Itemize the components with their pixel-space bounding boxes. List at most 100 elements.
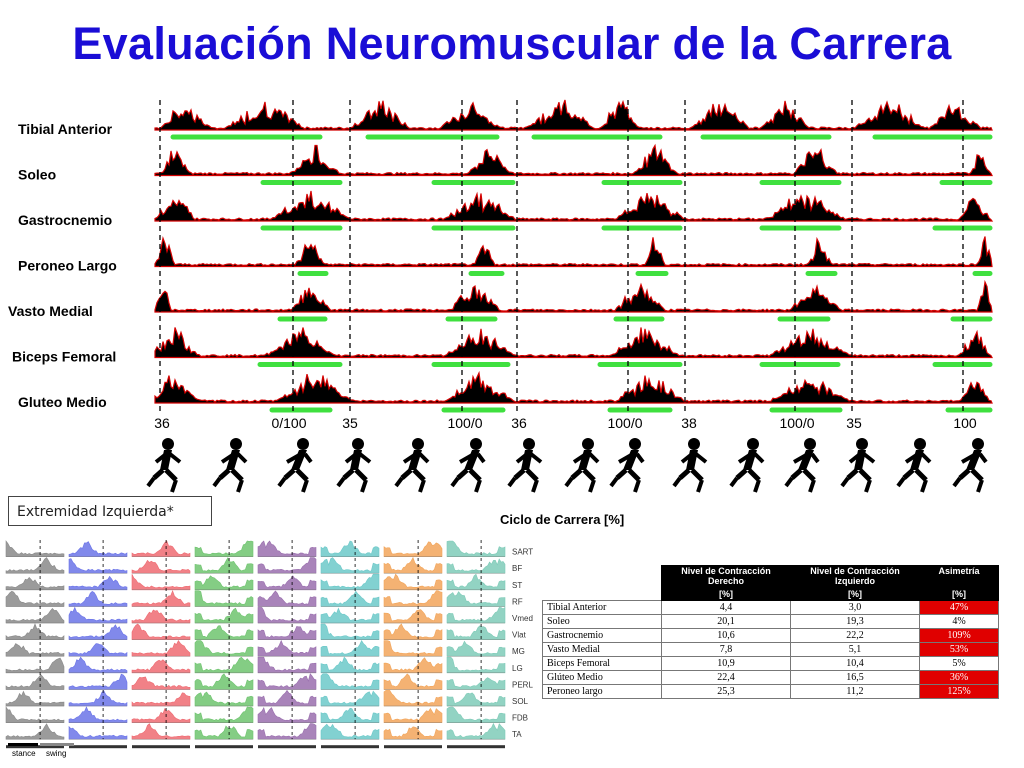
small-emg-trace xyxy=(257,557,317,574)
table-units-row: [%] [%] [%] xyxy=(542,586,999,601)
runner-icon xyxy=(952,438,988,493)
small-emg-trace xyxy=(320,639,380,657)
small-emg-trace xyxy=(257,590,317,607)
x-tick-label: 0/100 xyxy=(271,415,306,431)
small-emg-trace xyxy=(446,540,506,557)
small-emg-trace xyxy=(446,706,506,723)
muscle-cell: Glúteo Medio xyxy=(542,670,662,685)
small-emg-trace xyxy=(383,623,443,640)
asymmetry-cell: 36% xyxy=(919,670,999,685)
right-value-cell: 7,8 xyxy=(661,642,791,657)
small-emg-trace xyxy=(257,689,317,707)
legend-label: stance xyxy=(12,749,36,758)
runner-icon xyxy=(450,438,486,493)
small-emg-trace xyxy=(383,690,443,707)
muscle-code-label: Vmed xyxy=(512,614,533,623)
small-emg-trace xyxy=(5,557,65,574)
x-axis-label: Ciclo de Carrera [%] xyxy=(500,512,625,527)
small-emg-trace xyxy=(194,691,254,707)
header-left-line1: Nivel de Contracción xyxy=(810,566,900,576)
small-emg-trace xyxy=(257,656,317,674)
left-value-cell: 11,2 xyxy=(790,684,920,699)
small-emg-trace xyxy=(131,723,191,740)
stance-bar xyxy=(321,745,379,749)
small-emg-trace xyxy=(5,705,65,723)
small-emg-trace xyxy=(257,626,317,640)
small-emg-trace xyxy=(68,606,128,624)
small-emg-trace xyxy=(320,607,380,624)
muscle-label: Gastrocnemio xyxy=(18,212,112,228)
runner-icon xyxy=(277,438,313,493)
small-emg-trace xyxy=(68,575,128,591)
emg-trace xyxy=(154,236,993,268)
runner-icon xyxy=(394,438,430,493)
small-emg-trace xyxy=(5,607,65,624)
small-emg-trace xyxy=(131,609,191,624)
small-emg-trace xyxy=(383,556,443,574)
small-emg-trace xyxy=(194,625,254,640)
right-value-cell: 25,3 xyxy=(661,684,791,699)
muscle-cell: Tibial Anterior xyxy=(542,600,662,615)
small-emg-trace xyxy=(320,623,380,640)
header-asym: Asimetría xyxy=(919,565,999,587)
stance-bar xyxy=(384,745,442,749)
x-tick-label: 100/0 xyxy=(447,415,482,431)
asymmetry-cell: 109% xyxy=(919,628,999,643)
small-emg-trace xyxy=(257,723,317,740)
emg-row: Tibial Anterior xyxy=(18,99,993,140)
small-emg-trace xyxy=(194,706,254,723)
small-emg-trace xyxy=(194,575,254,591)
small-emg-trace xyxy=(131,623,191,640)
small-emg-trace xyxy=(446,640,506,657)
small-emg-trace xyxy=(446,722,506,740)
small-emg-trace xyxy=(446,558,506,574)
asymmetry-cell: 5% xyxy=(919,656,999,671)
small-emg-trace xyxy=(257,575,317,591)
emg-trace xyxy=(154,327,994,359)
extremity-label: Extremidad Izquierda* xyxy=(8,496,212,526)
muscle-label: Gluteo Medio xyxy=(18,394,107,410)
small-emg-trace xyxy=(257,673,317,690)
muscle-code-label: ST xyxy=(512,581,522,590)
small-emg-trace xyxy=(383,726,443,740)
small-emg-trace xyxy=(320,723,380,740)
asymmetry-cell: 125% xyxy=(919,684,999,699)
table-row: Gastrocnemio 10,6 22,2 109% xyxy=(542,628,999,643)
asymmetry-cell: 4% xyxy=(919,614,999,629)
small-emg-trace xyxy=(68,558,128,574)
x-tick-label: 100 xyxy=(953,415,977,431)
stance-bar xyxy=(258,745,316,749)
small-emg-trace xyxy=(68,690,128,707)
small-emg-trace xyxy=(320,656,380,674)
small-emg-trace xyxy=(383,673,443,690)
unit-left: [%] xyxy=(790,586,920,601)
small-emg-trace xyxy=(5,623,65,640)
emg-row: Soleo xyxy=(18,143,993,185)
emg-trace xyxy=(154,143,993,177)
table-row: Glúteo Medio 22,4 16,5 36% xyxy=(542,670,999,685)
runner-icon xyxy=(507,438,543,493)
header-asym-line1: Asimetría xyxy=(938,566,980,576)
x-tick-label: 38 xyxy=(681,415,697,431)
right-value-cell: 10,9 xyxy=(661,656,791,671)
muscle-cell: Vasto Medial xyxy=(542,642,662,657)
muscle-code-label: PERL xyxy=(512,680,533,689)
asymmetry-cell: 53% xyxy=(919,642,999,657)
runner-icon xyxy=(146,438,182,493)
small-emg-trace xyxy=(320,690,380,707)
right-value-cell: 4,4 xyxy=(661,600,791,615)
small-emg-trace xyxy=(446,677,506,690)
small-emg-trace xyxy=(446,573,506,591)
muscle-label: Biceps Femoral xyxy=(12,349,116,365)
muscle-cell: Biceps Femoral xyxy=(542,656,662,671)
unit-asym: [%] xyxy=(919,586,999,601)
right-value-cell: 22,4 xyxy=(661,670,791,685)
small-emg-trace xyxy=(194,557,254,574)
small-emg-trace xyxy=(5,690,65,707)
small-emg-trace xyxy=(194,656,254,674)
small-emg-trace xyxy=(131,559,191,574)
runner-icon xyxy=(672,438,708,493)
header-left-line2: Izquierdo xyxy=(835,576,875,586)
small-emg-trace xyxy=(131,707,191,723)
